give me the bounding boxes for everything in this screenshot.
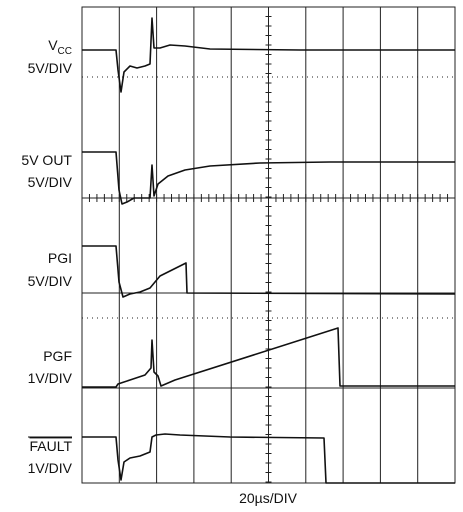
label-main: V [48, 37, 58, 53]
labels: VCC 5V/DIV 5V OUT 5V/DIV PGI 5V/DIV PGF … [21, 37, 297, 506]
pgi-trace [82, 245, 456, 298]
channel-label: PGI [48, 250, 72, 266]
channel-label: FAULT [29, 438, 72, 454]
channel-label: VCC [48, 37, 72, 57]
channel-scale: 5V/DIV [28, 60, 73, 76]
channel-scale: 1V/DIV [28, 370, 73, 386]
vcc-trace [82, 17, 455, 93]
channel-scale: 5V/DIV [28, 273, 73, 289]
channel-label: 5V OUT [21, 152, 72, 168]
vertical-grid [118, 7, 419, 483]
5vout-trace [82, 151, 455, 205]
channel-label: PGF [43, 348, 72, 364]
fault-trace [82, 433, 455, 484]
grid [81, 6, 456, 484]
pgf-trace [82, 327, 455, 388]
label-sub: CC [58, 46, 72, 57]
channel-scale: 5V/DIV [28, 174, 73, 190]
channel-scale: 1V/DIV [28, 460, 73, 476]
traces [82, 17, 456, 484]
x-scale: 20µs/DIV [239, 490, 298, 506]
